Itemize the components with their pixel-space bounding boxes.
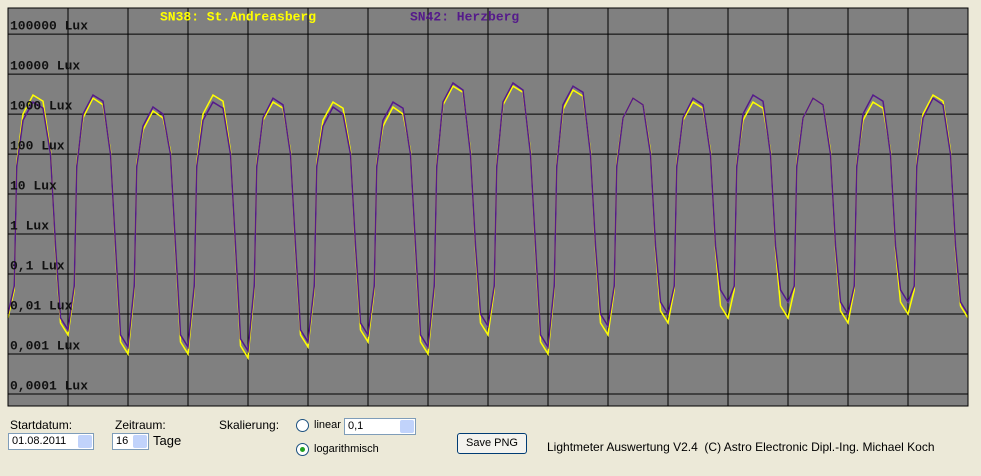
select-value: 01.08.2011 [12,435,67,447]
legend-entry: SN38: St.Andreasberg [160,9,316,24]
y-tick-label: 100000 Lux [10,19,88,34]
y-tick-label: 0,01 Lux [10,298,73,313]
select-value: 0,1 [348,420,364,432]
lines [7,81,969,361]
dropdown-arrow [78,435,92,448]
date-select[interactable]: 01.08.2011 [8,433,94,450]
linear-select[interactable]: 0,1 [344,418,416,435]
label: Startdatum: [10,418,73,432]
plot-border [7,7,969,407]
save-button[interactable]: Save PNG [457,433,527,454]
y-tick-label: 1000 Lux [10,99,73,114]
label: Zeitraum: [115,418,166,432]
y-tick-label: 10 Lux [10,178,57,193]
footer: Lightmeter Auswertung V2.4 (C) Astro Ele… [547,440,935,454]
dropdown-arrow [400,420,414,433]
radio-log[interactable] [296,443,309,456]
series-line [7,81,969,354]
legend-entry: SN42: Herzberg [410,9,519,24]
y-tick-label: 0,1 Lux [10,258,65,273]
label: Tage [153,433,182,448]
chart: 100000 Lux 10000 Lux 1000 Lux 100 Lux 10 Lux… [7,7,969,407]
y-tick-label: 1 Lux [10,218,49,233]
spinner-arrows [133,435,147,448]
label: logarithmisch [314,443,379,455]
y-tick-label: 0,0001 Lux [10,378,88,393]
label: Skalierung: [219,418,280,432]
radio-dot [300,447,305,452]
y-tick-label: 100 Lux [10,139,65,154]
labels: 100000 Lux 10000 Lux 1000 Lux 100 Lux 10 Lux… [10,19,88,394]
radio-linear[interactable] [296,419,309,432]
spinner-value: 16 [116,435,129,447]
label: linear [314,419,341,431]
y-tick-label: 10000 Lux [10,59,80,74]
range-spinner[interactable]: 16 [112,433,149,450]
y-tick-label: 0,001 Lux [10,338,80,353]
